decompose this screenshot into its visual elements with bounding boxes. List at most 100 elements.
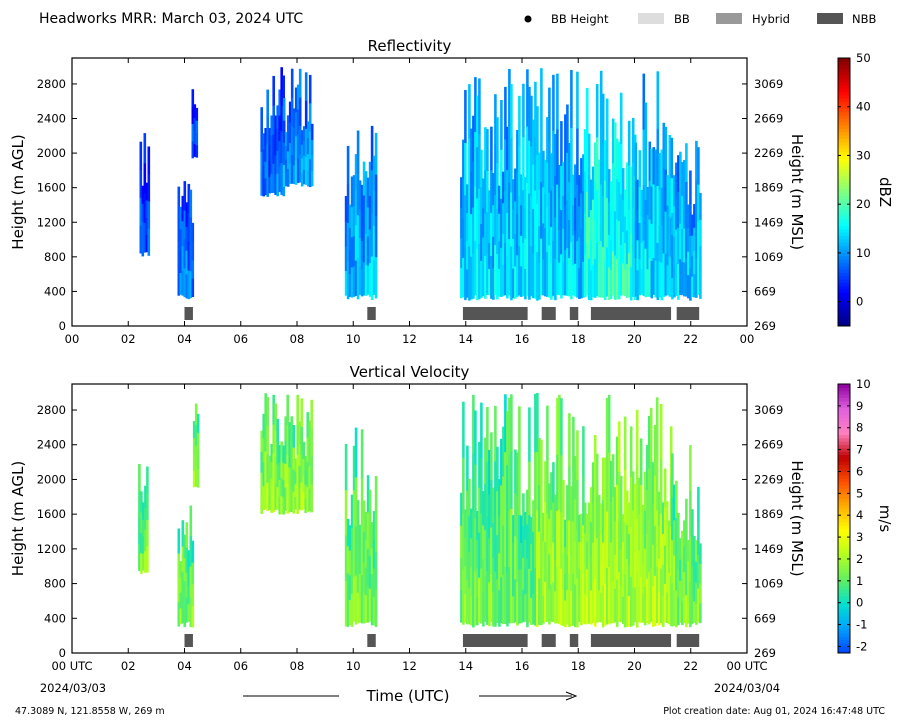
echo-cell xyxy=(642,239,646,296)
colorbar-cell xyxy=(838,410,850,415)
echo-cell xyxy=(534,135,537,191)
echo-cell xyxy=(621,541,625,570)
echo-cell xyxy=(290,416,293,441)
echo-cell xyxy=(691,537,694,567)
echo-cell xyxy=(468,246,471,301)
y-tick-label: 800 xyxy=(44,577,66,591)
bb-legend-swatch xyxy=(638,13,664,24)
echo-cell xyxy=(350,494,354,529)
echo-cell xyxy=(472,252,475,299)
echo-cell xyxy=(627,533,631,565)
echo-cell xyxy=(597,193,601,229)
echo-cell xyxy=(179,250,183,273)
echo-cell xyxy=(629,476,633,527)
echo-field xyxy=(139,67,702,301)
echo-cell xyxy=(540,439,543,487)
echo-cell xyxy=(181,520,185,547)
echo-cell xyxy=(578,236,581,269)
echo-cell xyxy=(286,133,290,152)
echo-cell xyxy=(187,603,191,622)
echo-cell xyxy=(194,403,198,425)
echo-cell xyxy=(306,486,309,512)
echo-cell xyxy=(292,491,295,514)
echo-cell xyxy=(520,542,523,570)
echo-cell xyxy=(310,154,314,171)
echo-cell xyxy=(468,192,471,247)
echo-cell xyxy=(564,599,567,628)
colorbar-cell xyxy=(838,68,850,72)
echo-cell xyxy=(494,516,497,572)
echo-cell xyxy=(348,550,352,576)
echo-cell xyxy=(677,263,680,300)
echo-cell xyxy=(484,169,487,214)
echo-cell xyxy=(498,213,501,242)
echo-cell xyxy=(350,266,354,298)
bright-band-bar xyxy=(590,307,672,320)
echo-cell xyxy=(514,492,517,537)
echo-cell xyxy=(656,185,660,243)
echo-cell xyxy=(462,513,465,570)
echo-cell xyxy=(304,156,308,185)
echo-cell xyxy=(666,264,670,296)
echo-cell xyxy=(260,129,263,152)
echo-cell xyxy=(623,189,627,217)
colorbar-cell xyxy=(838,121,850,126)
echo-cell xyxy=(536,568,539,627)
colorbar-cell xyxy=(838,471,850,476)
echo-cell xyxy=(138,490,141,518)
y-tick-label: 2800 xyxy=(37,77,66,91)
echo-cell xyxy=(689,445,692,492)
echo-cell xyxy=(191,605,195,628)
colorbar-cell xyxy=(838,599,850,604)
echo-cell xyxy=(564,519,567,547)
echo-cell xyxy=(649,568,653,623)
echo-cell xyxy=(601,457,605,501)
echo-cell xyxy=(591,264,595,298)
echo-cell xyxy=(494,405,497,462)
echo-cell xyxy=(474,571,477,626)
echo-cell xyxy=(607,234,611,268)
echo-cell xyxy=(667,546,671,573)
echo-cell xyxy=(195,132,199,146)
echo-cell xyxy=(268,176,271,194)
echo-cell xyxy=(615,578,619,627)
echo-cell xyxy=(284,463,287,488)
echo-cell xyxy=(308,488,311,512)
echo-cell xyxy=(484,255,487,299)
echo-cell xyxy=(615,484,619,533)
colorbar-frame xyxy=(837,57,851,327)
echo-cell xyxy=(642,129,646,185)
echo-cell xyxy=(522,525,525,558)
echo-cell xyxy=(693,535,696,559)
echo-cell xyxy=(652,147,656,185)
echo-cell xyxy=(310,427,313,457)
echo-cell xyxy=(143,192,147,223)
echo-cell xyxy=(673,555,676,591)
echo-cell xyxy=(344,245,348,271)
echo-cell xyxy=(580,158,583,194)
echo-cell xyxy=(512,542,515,570)
echo-cell xyxy=(366,177,370,208)
echo-cell xyxy=(667,572,671,599)
echo-cell xyxy=(530,516,533,545)
echo-cell xyxy=(570,555,573,592)
echo-cell xyxy=(637,477,641,515)
y-tick-label: 1600 xyxy=(37,507,66,521)
echo-cell xyxy=(552,74,555,131)
colorbar-cell xyxy=(838,208,850,213)
echo-cell xyxy=(185,273,189,299)
y-tick-label: 1200 xyxy=(37,542,66,556)
echo-cell xyxy=(144,529,147,552)
echo-cell xyxy=(296,133,300,159)
echo-cell xyxy=(534,509,537,568)
echo-cell xyxy=(597,495,601,528)
y2-tick-label: 2669 xyxy=(754,438,783,452)
echo-cell xyxy=(141,185,145,204)
echo-cell xyxy=(566,104,569,153)
echo-cell xyxy=(358,180,362,210)
echo-cell xyxy=(646,241,650,270)
echo-cell xyxy=(560,253,563,299)
echo-cell xyxy=(478,133,481,189)
echo-cell xyxy=(185,226,189,251)
x-tick-label: 16 xyxy=(515,332,530,346)
